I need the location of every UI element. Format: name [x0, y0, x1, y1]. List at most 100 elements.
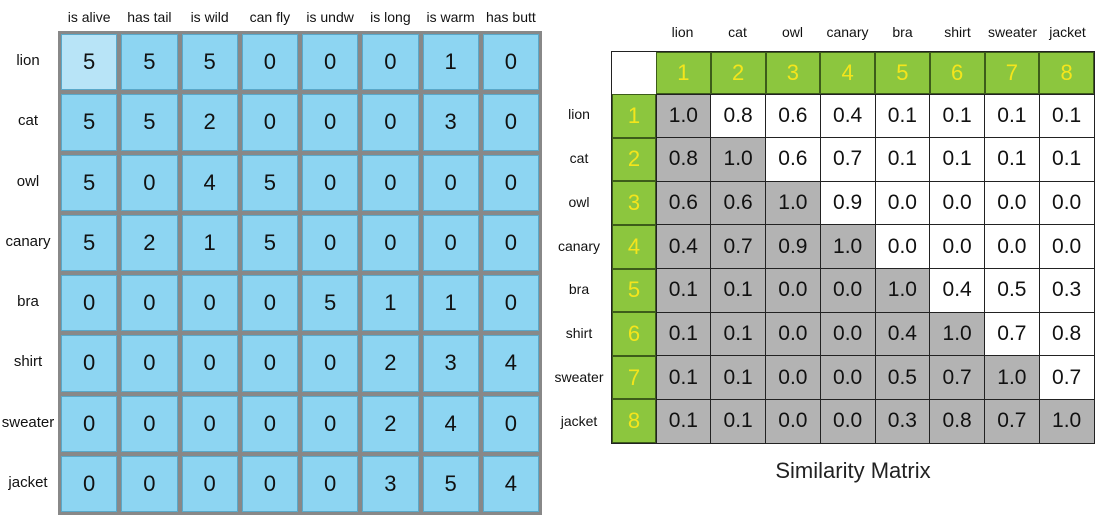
similarity-cell: 0.1: [655, 355, 712, 400]
similarity-cell: 0.8: [710, 93, 766, 139]
similarity-column-label: canary: [826, 24, 869, 40]
similarity-column-label: lion: [671, 24, 694, 40]
feature-cell: 4: [482, 335, 539, 392]
feature-cell: 5: [61, 214, 118, 271]
feature-cell: 4: [181, 154, 238, 211]
similarity-cell: 0.0: [819, 355, 876, 400]
feature-cell: 0: [302, 214, 359, 271]
similarity-column-index: 5: [875, 52, 930, 94]
similarity-cell: 0.6: [765, 137, 821, 182]
feature-cell: 0: [482, 94, 539, 151]
similarity-cell: 0.0: [1038, 180, 1095, 226]
similarity-row-label: owl: [568, 193, 590, 210]
feature-cell: 0: [181, 335, 238, 392]
feature-cell: 5: [241, 154, 298, 211]
feature-cell: 0: [61, 275, 118, 332]
similarity-cell: 0.1: [929, 93, 985, 139]
similarity-cell: 0.0: [874, 224, 931, 269]
feature-cell: 2: [121, 214, 178, 271]
feature-cell: 0: [241, 34, 298, 91]
similarity-cell: 0.1: [1038, 137, 1095, 182]
similarity-grid: 1 2 3 4 5 6 7 8 1 1.0 0.8 0.6 0.4 0.1 0.1 0.1 0.1 2 0.8 1.0…: [611, 51, 1095, 444]
feature-cell: 0: [181, 395, 238, 452]
similarity-column-index: 3: [765, 52, 821, 94]
feature-row-label: jacket: [8, 473, 48, 491]
similarity-cell: 0.6: [710, 180, 766, 226]
similarity-cell: 0.7: [984, 311, 1040, 357]
similarity-row-label: cat: [569, 149, 589, 166]
similarity-row-index: 6: [612, 312, 656, 356]
similarity-cell: 0.8: [1038, 311, 1095, 357]
feature-table: is alive has tail is wild can fly is undw is …: [1, 9, 542, 515]
similarity-cell: 0.8: [655, 137, 712, 182]
similarity-cell: 0.1: [710, 311, 766, 357]
similarity-matrix: lion cat owl canary bra shirt sweater jacket li…: [550, 0, 1102, 526]
feature-cell: 0: [61, 455, 118, 512]
similarity-cell: 0.1: [874, 93, 931, 139]
similarity-column-label: owl: [781, 24, 803, 40]
similarity-cell: 0.1: [984, 137, 1040, 182]
similarity-cell: 1.0: [1038, 398, 1095, 444]
feature-column-header: is wild: [190, 9, 229, 25]
feature-cell: 1: [181, 214, 238, 271]
similarity-cell: 0.9: [819, 180, 876, 226]
feature-cell: 0: [61, 395, 118, 452]
similarity-cell: 0.0: [984, 180, 1040, 226]
similarity-cell: 0.3: [874, 398, 931, 444]
feature-cell: 0: [422, 154, 479, 211]
similarity-column-index: 4: [820, 52, 875, 94]
feature-cell: 0: [482, 154, 539, 211]
similarity-cell: 1.0: [710, 137, 766, 182]
feature-cell: 3: [422, 335, 479, 392]
similarity-row-index: 2: [612, 137, 656, 182]
feature-cell: 0: [181, 455, 238, 512]
similarity-cell: 0.5: [874, 355, 931, 400]
similarity-cell: 0.0: [765, 268, 821, 313]
feature-cell: 0: [302, 94, 359, 151]
similarity-cell: 0.1: [929, 137, 985, 182]
feature-cell: 3: [362, 455, 419, 512]
similarity-row-index: 7: [612, 355, 656, 400]
feature-cell: 1: [422, 275, 479, 332]
similarity-cell: 0.1: [655, 398, 712, 444]
similarity-cell: 0.5: [984, 268, 1040, 313]
similarity-column-label: cat: [728, 24, 747, 40]
similarity-matrix-title: Similarity Matrix: [775, 458, 931, 483]
feature-cell: 5: [302, 275, 359, 332]
similarity-row-label: sweater: [554, 369, 604, 386]
feature-cell: 0: [241, 335, 298, 392]
similarity-column-label: jacket: [1049, 24, 1086, 40]
feature-row-label: sweater: [1, 413, 55, 431]
similarity-cell: 0.7: [819, 137, 876, 182]
similarity-cell: 0.0: [929, 180, 985, 226]
similarity-cell: 0.3: [1038, 268, 1095, 313]
similarity-corner: [612, 52, 656, 94]
similarity-cell: 0.7: [929, 355, 985, 400]
similarity-row-label: canary: [557, 237, 601, 254]
similarity-cell: 0.1: [655, 311, 712, 357]
feature-row-label: lion: [16, 52, 40, 70]
feature-cell: 0: [302, 34, 359, 91]
feature-cell: 0: [121, 395, 178, 452]
similarity-column-label: sweater: [987, 24, 1038, 40]
feature-cell: 5: [241, 214, 298, 271]
feature-cell: 5: [61, 154, 118, 211]
feature-row-label: canary: [5, 232, 51, 250]
feature-row-label: shirt: [13, 353, 43, 371]
feature-cell: 0: [302, 395, 359, 452]
similarity-cell: 1.0: [655, 93, 712, 139]
similarity-column-index: 2: [710, 52, 766, 94]
feature-cell: 0: [241, 94, 298, 151]
feature-column-header: has tail: [127, 9, 172, 25]
feature-cell: 0: [482, 275, 539, 332]
similarity-cell: 0.6: [655, 180, 712, 226]
similarity-cell: 0.4: [655, 224, 712, 269]
feature-cell: 4: [482, 455, 539, 512]
similarity-column-index: 1: [656, 52, 711, 94]
feature-cell: 5: [181, 34, 238, 91]
feature-cell: 3: [422, 94, 479, 151]
similarity-cell: 0.0: [819, 268, 876, 313]
similarity-row-index: 3: [612, 181, 656, 225]
similarity-cell: 0.0: [929, 224, 985, 269]
similarity-cell: 1.0: [929, 311, 985, 357]
